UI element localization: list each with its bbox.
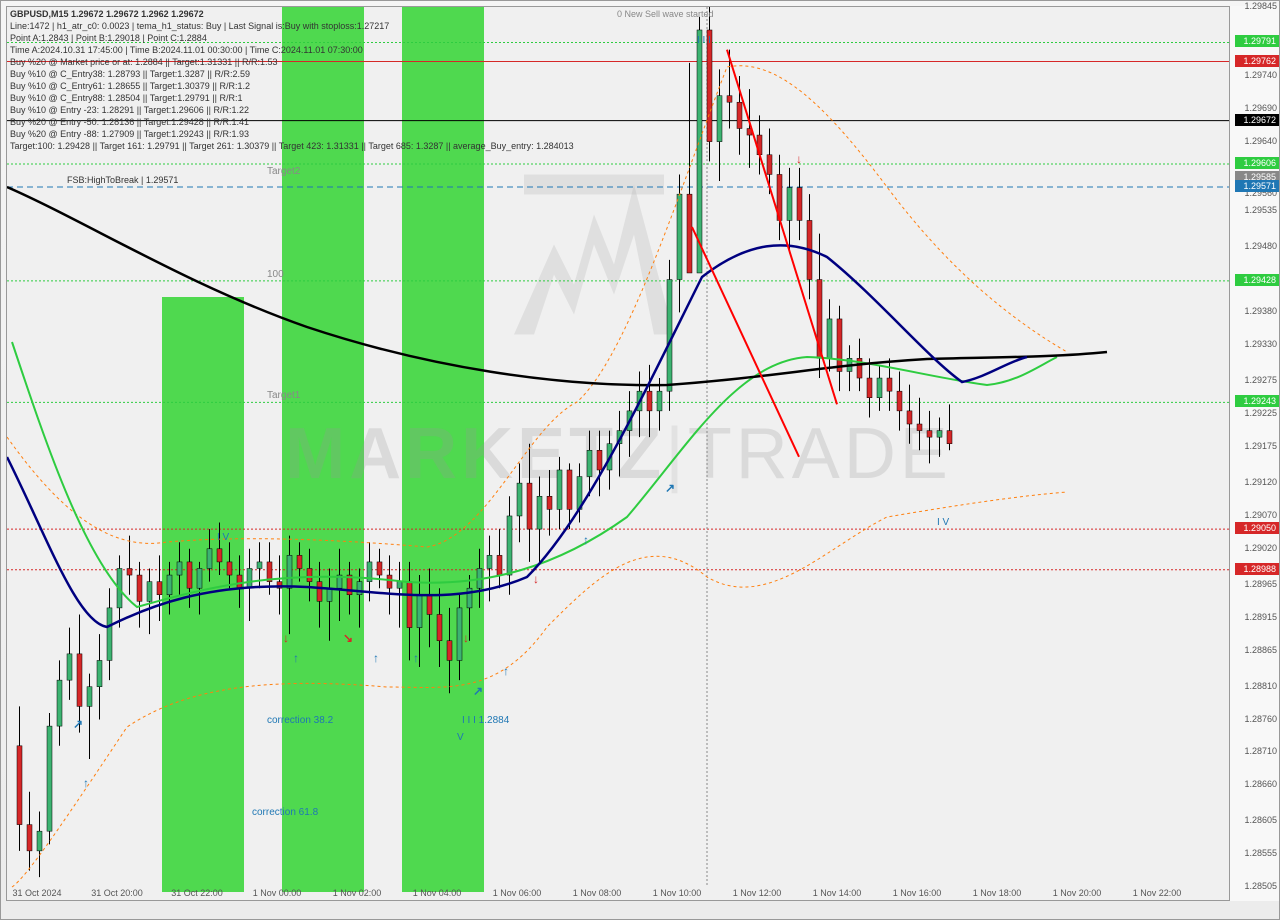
x-tick: 1 Nov 22:00: [1133, 888, 1182, 898]
y-tick: 1.28915: [1244, 612, 1277, 622]
y-tick: 1.28505: [1244, 881, 1277, 891]
x-tick: 1 Nov 02:00: [333, 888, 382, 898]
x-tick: 1 Nov 08:00: [573, 888, 622, 898]
y-tick: 1.29175: [1244, 441, 1277, 451]
y-tick: 1.29330: [1244, 339, 1277, 349]
y-tick: 1.29480: [1244, 241, 1277, 251]
price-marker: 1.29243: [1235, 395, 1279, 407]
chart-container[interactable]: MARKETZ|TRADE Target2 100 Target1 I I I I V I…: [0, 0, 1280, 920]
y-tick: 1.28810: [1244, 681, 1277, 691]
y-tick: 1.29070: [1244, 510, 1277, 520]
y-tick: 1.28660: [1244, 779, 1277, 789]
up-arrow-icon: ↑: [83, 776, 89, 790]
target-label: Target2: [267, 166, 300, 177]
y-tick: 1.29535: [1244, 205, 1277, 215]
volume-bar: [162, 297, 244, 892]
x-tick: 1 Nov 14:00: [813, 888, 862, 898]
down-arrow-icon: ↓: [283, 631, 289, 645]
up-arrow-icon: ↑: [503, 664, 509, 678]
y-tick: 1.29225: [1244, 408, 1277, 418]
watermark-text: MARKETZ|TRADE: [285, 413, 952, 495]
wave-label: I I I: [697, 35, 711, 46]
y-tick: 1.29690: [1244, 103, 1277, 113]
y-tick: 1.29380: [1244, 306, 1277, 316]
y-tick: 1.28760: [1244, 714, 1277, 724]
top-signal-label: 0 New Sell wave started: [617, 9, 714, 19]
wave-label: I V: [217, 532, 229, 543]
price-marker: 1.29762: [1235, 55, 1279, 67]
y-tick: 1.29740: [1244, 70, 1277, 80]
price-marker: 1.29571: [1235, 180, 1279, 192]
price-marker: 1.29050: [1235, 522, 1279, 534]
price-marker: 1.29672: [1235, 114, 1279, 126]
wave-label: correction 61.8: [252, 807, 318, 818]
y-axis: 1.298451.297911.297401.296901.296401.295…: [1229, 6, 1279, 901]
volume-bar: [282, 7, 364, 892]
x-tick: 1 Nov 10:00: [653, 888, 702, 898]
plot-area[interactable]: MARKETZ|TRADE Target2 100 Target1 I I I I V I…: [6, 6, 1231, 901]
down-arrow-icon: ↓: [463, 631, 469, 645]
y-tick: 1.29640: [1244, 136, 1277, 146]
x-tick: 31 Oct 20:00: [91, 888, 143, 898]
trade-line: Buy %20 @ Entry -88: 1.27909 || Target:1…: [10, 129, 249, 139]
x-tick: 1 Nov 06:00: [493, 888, 542, 898]
down-arrow-icon: ↓: [533, 572, 539, 586]
trade-line: Buy %10 @ C_Entry88: 1.28504 || Target:1…: [10, 93, 242, 103]
x-tick: 1 Nov 16:00: [893, 888, 942, 898]
down-arrow-icon: ↘: [343, 631, 353, 645]
y-tick: 1.29020: [1244, 543, 1277, 553]
x-tick: 31 Oct 2024: [12, 888, 61, 898]
price-marker: 1.28988: [1235, 563, 1279, 575]
info-line-3: Point A:1.2843 | Point B:1.29018 | Point…: [10, 33, 207, 43]
trade-line: Buy %10 @ C_Entry61: 1.28655 || Target:1…: [10, 81, 250, 91]
y-tick: 1.28710: [1244, 746, 1277, 756]
price-marker: 1.29606: [1235, 157, 1279, 169]
info-line-4: Time A:2024.10.31 17:45:00 | Time B:2024…: [10, 45, 363, 55]
up-arrow-icon: ↑: [293, 651, 299, 665]
y-tick: 1.29120: [1244, 477, 1277, 487]
x-tick: 31 Oct 22:00: [171, 888, 223, 898]
trade-line: Buy %10 @ C_Entry38: 1.28793 || Target:1…: [10, 69, 250, 79]
up-arrow-icon: ↗: [73, 717, 83, 731]
trade-line: Buy %20 @ Market price or at: 1.2884 || …: [10, 57, 277, 67]
wave-label: correction 38.2: [267, 715, 333, 726]
up-arrow-icon: ↗: [665, 481, 675, 495]
y-tick: 1.28865: [1244, 645, 1277, 655]
price-marker: 1.29791: [1235, 35, 1279, 47]
wave-label: I V: [937, 517, 949, 528]
y-tick: 1.29845: [1244, 1, 1277, 11]
chart-title: GBPUSD,M15 1.29672 1.29672 1.2962 1.2967…: [10, 9, 204, 19]
fsb-label: FSB:HighToBreak | 1.29571: [67, 175, 178, 185]
trade-line: Buy %10 @ Entry -23: 1.28291 || Target:1…: [10, 105, 249, 115]
wave-label: V: [457, 732, 464, 743]
watermark-logo: [484, 145, 704, 370]
x-tick: 1 Nov 12:00: [733, 888, 782, 898]
down-arrow-icon: ↓: [796, 152, 802, 166]
target-label: 100: [267, 269, 284, 280]
trade-line: Buy %20 @ Entry -50: 1.28136 || Target:1…: [10, 117, 249, 127]
x-tick: 1 Nov 00:00: [253, 888, 302, 898]
y-tick: 1.28555: [1244, 848, 1277, 858]
wave-label: I I I 1.2884: [462, 715, 509, 726]
up-arrow-icon: ↑: [583, 533, 589, 547]
y-tick: 1.28605: [1244, 815, 1277, 825]
y-tick: 1.29275: [1244, 375, 1277, 385]
up-arrow-icon: ↑: [413, 651, 419, 665]
x-tick: 1 Nov 20:00: [1053, 888, 1102, 898]
trade-line: Target:100: 1.29428 || Target 161: 1.297…: [10, 141, 574, 151]
up-arrow-icon: ↗: [473, 684, 483, 698]
price-marker: 1.29428: [1235, 274, 1279, 286]
target-label: Target1: [267, 390, 300, 401]
up-arrow-icon: ↑: [373, 651, 379, 665]
x-tick: 1 Nov 04:00: [413, 888, 462, 898]
info-line-2: Line:1472 | h1_atr_c0: 0.0023 | tema_h1_…: [10, 21, 389, 31]
x-tick: 1 Nov 18:00: [973, 888, 1022, 898]
y-tick: 1.28965: [1244, 579, 1277, 589]
volume-bar: [402, 7, 484, 892]
